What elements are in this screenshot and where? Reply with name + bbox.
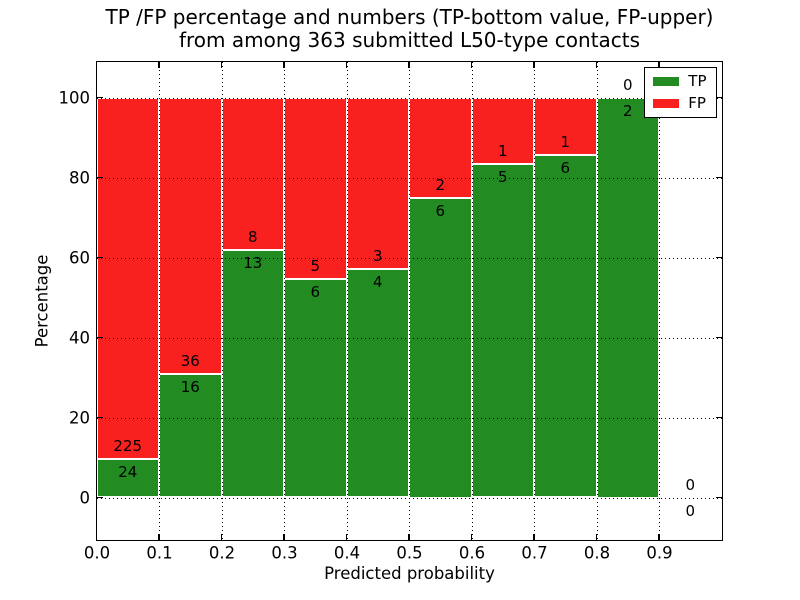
fp-count-label: 0 bbox=[622, 75, 633, 94]
fp-count-label: 2 bbox=[435, 175, 446, 194]
fp-count-label: 3 bbox=[372, 246, 383, 265]
tp-count-label: 24 bbox=[118, 462, 138, 481]
x-tick-mark-top bbox=[95, 61, 98, 68]
tp-bar-segment bbox=[596, 97, 659, 498]
tp-count-label: 2 bbox=[622, 101, 633, 120]
x-tick-label: 0.8 bbox=[583, 543, 611, 563]
fp-count-label: 1 bbox=[497, 142, 508, 161]
x-tick-mark bbox=[95, 533, 98, 540]
tp-count-label: 5 bbox=[497, 168, 508, 187]
annotations-layer: 225 24 36 16 8 13 5 6 3 4 2 6 1 5 1 6 0 2 0 0 bbox=[97, 62, 722, 540]
x-tick-label: 0.9 bbox=[646, 543, 673, 563]
fp-count-label: 36 bbox=[180, 352, 200, 371]
x-tick-label: 0.6 bbox=[458, 543, 486, 563]
legend-entry-fp: FP bbox=[653, 93, 706, 112]
fp-bar-segment bbox=[221, 97, 284, 250]
fp-bar-segment bbox=[96, 97, 159, 459]
x-axis-label: Predicted probability bbox=[324, 564, 495, 583]
y-tick-label: 80 bbox=[69, 168, 90, 188]
y-tick-label: 40 bbox=[69, 328, 90, 348]
chart-title: TP /FP percentage and numbers (TP-bottom… bbox=[97, 6, 722, 52]
fp-bar-segment bbox=[409, 97, 472, 198]
fp-count-label: 0 bbox=[685, 475, 696, 494]
fp-count-label: 8 bbox=[247, 227, 258, 246]
tp-count-label: 4 bbox=[372, 272, 383, 291]
x-tick-label: 0.1 bbox=[146, 543, 173, 563]
y-tick-label: 60 bbox=[69, 248, 90, 268]
x-tick-label: 0.2 bbox=[208, 543, 236, 563]
tp-count-label: 0 bbox=[685, 501, 696, 520]
chart-title-line1: TP /FP percentage and numbers (TP-bottom… bbox=[105, 5, 714, 29]
legend-entry-tp: TP bbox=[653, 71, 707, 90]
x-tick-label: 0.0 bbox=[83, 543, 111, 563]
tp-count-label: 16 bbox=[180, 378, 200, 397]
fp-count-label: 5 bbox=[310, 257, 321, 276]
fp-bar-segment bbox=[346, 97, 409, 269]
x-tick-label: 0.4 bbox=[333, 543, 361, 563]
legend-label-tp: TP bbox=[688, 71, 707, 90]
plot-area: 225 24 36 16 8 13 5 6 3 4 2 6 1 5 1 6 0 2 0 0 TP FP bbox=[95, 60, 723, 541]
fp-bar-segment bbox=[159, 97, 222, 375]
tp-count-label: 13 bbox=[243, 253, 263, 272]
tp-count-label: 6 bbox=[310, 283, 321, 302]
fp-legend-swatch-icon bbox=[653, 98, 680, 108]
tp-count-label: 6 bbox=[560, 158, 571, 177]
tp-legend-swatch-icon bbox=[653, 76, 680, 86]
y-tick-label: 20 bbox=[69, 408, 90, 428]
x-tick-label: 0.5 bbox=[396, 543, 423, 563]
bars-layer bbox=[96, 62, 722, 540]
tp-bar-segment bbox=[96, 458, 159, 498]
tp-count-label: 6 bbox=[435, 201, 446, 220]
y-tick-label: 100 bbox=[58, 88, 91, 108]
chart-title-line2: from among 363 submitted L50-type contac… bbox=[178, 28, 641, 52]
y-tick-label: 0 bbox=[79, 488, 91, 508]
legend-label-fp: FP bbox=[688, 93, 706, 112]
fp-bar-segment bbox=[471, 97, 534, 165]
legend: TP FP bbox=[644, 66, 717, 118]
fp-count-label: 225 bbox=[113, 436, 143, 455]
x-tick-label: 0.7 bbox=[521, 543, 548, 563]
x-tick-label: 0.3 bbox=[271, 543, 298, 563]
fp-count-label: 1 bbox=[560, 132, 571, 151]
tp-bar-segment bbox=[409, 197, 472, 498]
